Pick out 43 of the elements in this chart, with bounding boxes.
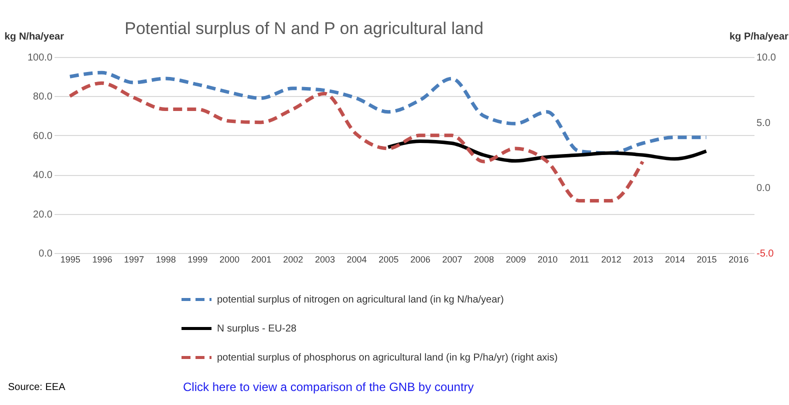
x-tick-label: 1996: [92, 254, 112, 264]
y-tick-label: 0.0: [38, 248, 53, 260]
legend-label: potential surplus of nitrogen on agricultural land (in kg N/ha/year): [217, 294, 504, 306]
x-tick-label: 2008: [474, 254, 494, 264]
x-tick-label: 1998: [156, 254, 176, 264]
x-tick-label: 1999: [188, 254, 208, 264]
x-tick-label: 2016: [728, 254, 749, 264]
y2-tick-label: 10.0: [756, 52, 776, 64]
x-tick-label: 1995: [60, 254, 80, 264]
line-series: [68, 70, 708, 155]
x-tick-label: 2013: [633, 254, 654, 264]
x-tick-label: 2009: [506, 254, 526, 264]
y2-axis-title: kg P/ha/year: [730, 32, 789, 42]
y-axis-title: kg N/ha/year: [4, 32, 64, 42]
y2-tick-label: 0.0: [756, 183, 771, 194]
x-tick-label: 2014: [664, 254, 685, 264]
x-tick-label: 2012: [601, 254, 622, 264]
text: Click here to view a comparison of the GNB by country: [183, 380, 474, 394]
source-note: Source: EEA: [8, 382, 66, 393]
y-tick-label: 100.0: [27, 52, 53, 64]
x-tick-label: 2010: [538, 254, 558, 264]
y-tick-label: 80.0: [33, 92, 53, 103]
x-tick-label: 2003: [314, 254, 335, 264]
x-tick-label: 2006: [410, 254, 430, 264]
line-series: [386, 140, 708, 163]
x-tick-label: 2015: [696, 254, 717, 264]
x-tick-label: 1997: [124, 254, 144, 264]
legend-label: potential surplus of phosphorus on agricultural land (in kg P/ha/yr) (right axis): [217, 352, 558, 364]
x-tick-label: 2000: [219, 254, 240, 264]
x-tick-label: 2007: [442, 254, 462, 264]
legend-label: N surplus - EU-28: [217, 324, 297, 334]
y2-tick-label: -5.0: [756, 248, 774, 260]
x-tick-label: 2011: [570, 254, 590, 264]
y-tick-label: 20.0: [33, 209, 53, 220]
x-tick-label: 2002: [283, 254, 304, 264]
line-series: [68, 81, 644, 202]
x-tick-label: 2001: [251, 254, 272, 264]
x-tick-label: 2005: [378, 254, 399, 264]
chart-title: Potential surplus of N and P on agricultural land: [124, 19, 484, 38]
x-tick-label: 2004: [346, 254, 367, 264]
y-tick-label: 60.0: [33, 130, 53, 142]
y-tick-label: 40.0: [33, 170, 53, 182]
y2-tick-label: 5.0: [756, 118, 771, 129]
